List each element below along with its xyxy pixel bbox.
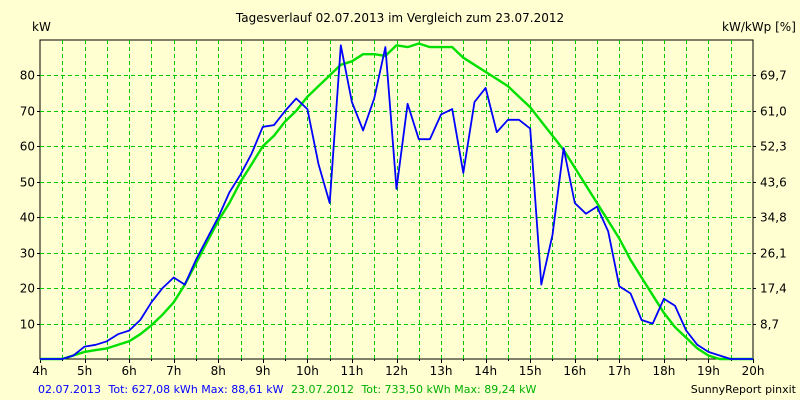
x-tick-label: 10h (296, 364, 319, 378)
plot-area (39, 39, 754, 360)
legend-series-1-stats: Tot: 627,08 kWh Max: 88,61 kW (107, 383, 283, 396)
x-tick-label: 5h (77, 364, 92, 378)
x-tick-label: 15h (519, 364, 542, 378)
x-tick-label: 6h (122, 364, 137, 378)
legend-series-2-stats: Tot: 733,50 kWh Max: 89,24 kW (360, 383, 536, 396)
x-tick-label: 11h (341, 364, 364, 378)
y-axis-label-right: kW/kWp [%] (722, 20, 796, 34)
y-tick-label: 80 (20, 69, 35, 83)
y-tick-label-right: 52,3 (760, 140, 787, 154)
x-tick-label: 9h (255, 364, 270, 378)
y-tick-label: 70 (20, 105, 35, 119)
chart-title: Tagesverlauf 02.07.2013 im Vergleich zum… (235, 11, 564, 25)
x-tick-label: 16h (563, 364, 586, 378)
x-tick-label: 7h (166, 364, 181, 378)
x-tick-label: 12h (385, 364, 408, 378)
y-tick-label: 60 (20, 140, 35, 154)
brand-label: SunnyReport pinxit (691, 383, 797, 396)
y-tick-label: 20 (20, 282, 35, 296)
y-tick-label: 50 (20, 176, 35, 190)
y-tick-label-right: 61,0 (760, 105, 787, 119)
y-tick-label-right: 26,1 (760, 247, 787, 261)
axis-tick-labels: 4h 5h 6h 7h 8h 9h 10h 11h 12h 13h 14h 15h 16h 17h 18h 1… (20, 69, 787, 379)
x-tick-label: 19h (697, 364, 720, 378)
y-tick-label-right: 8,7 (760, 318, 779, 332)
y-tick-label: 30 (20, 247, 35, 261)
y-tick-label-right: 34,8 (760, 211, 787, 225)
x-tick-label: 8h (211, 364, 226, 378)
y-tick-label-right: 43,6 (760, 176, 787, 190)
legend-footer: 02.07.2013 Tot: 627,08 kWh Max: 88,61 kW… (38, 383, 537, 396)
x-tick-label: 14h (474, 364, 497, 378)
legend-series-1-date: 02.07.2013 (38, 383, 101, 396)
y-tick-label: 40 (20, 211, 35, 225)
y-tick-label: 10 (20, 318, 35, 332)
series-line-02.07.2013 (40, 44, 753, 360)
y-tick-label-right: 17,4 (760, 282, 787, 296)
x-tick-label: 17h (608, 364, 631, 378)
x-tick-label: 4h (32, 364, 47, 378)
series-layer (40, 42, 753, 361)
y-axis-label-left: kW (32, 20, 51, 34)
y-tick-label-right: 69,7 (760, 69, 787, 83)
legend-series-2-date: 23.07.2012 (291, 383, 354, 396)
x-tick-label: 20h (742, 364, 765, 378)
x-tick-label: 18h (652, 364, 675, 378)
x-tick-label: 13h (430, 364, 453, 378)
